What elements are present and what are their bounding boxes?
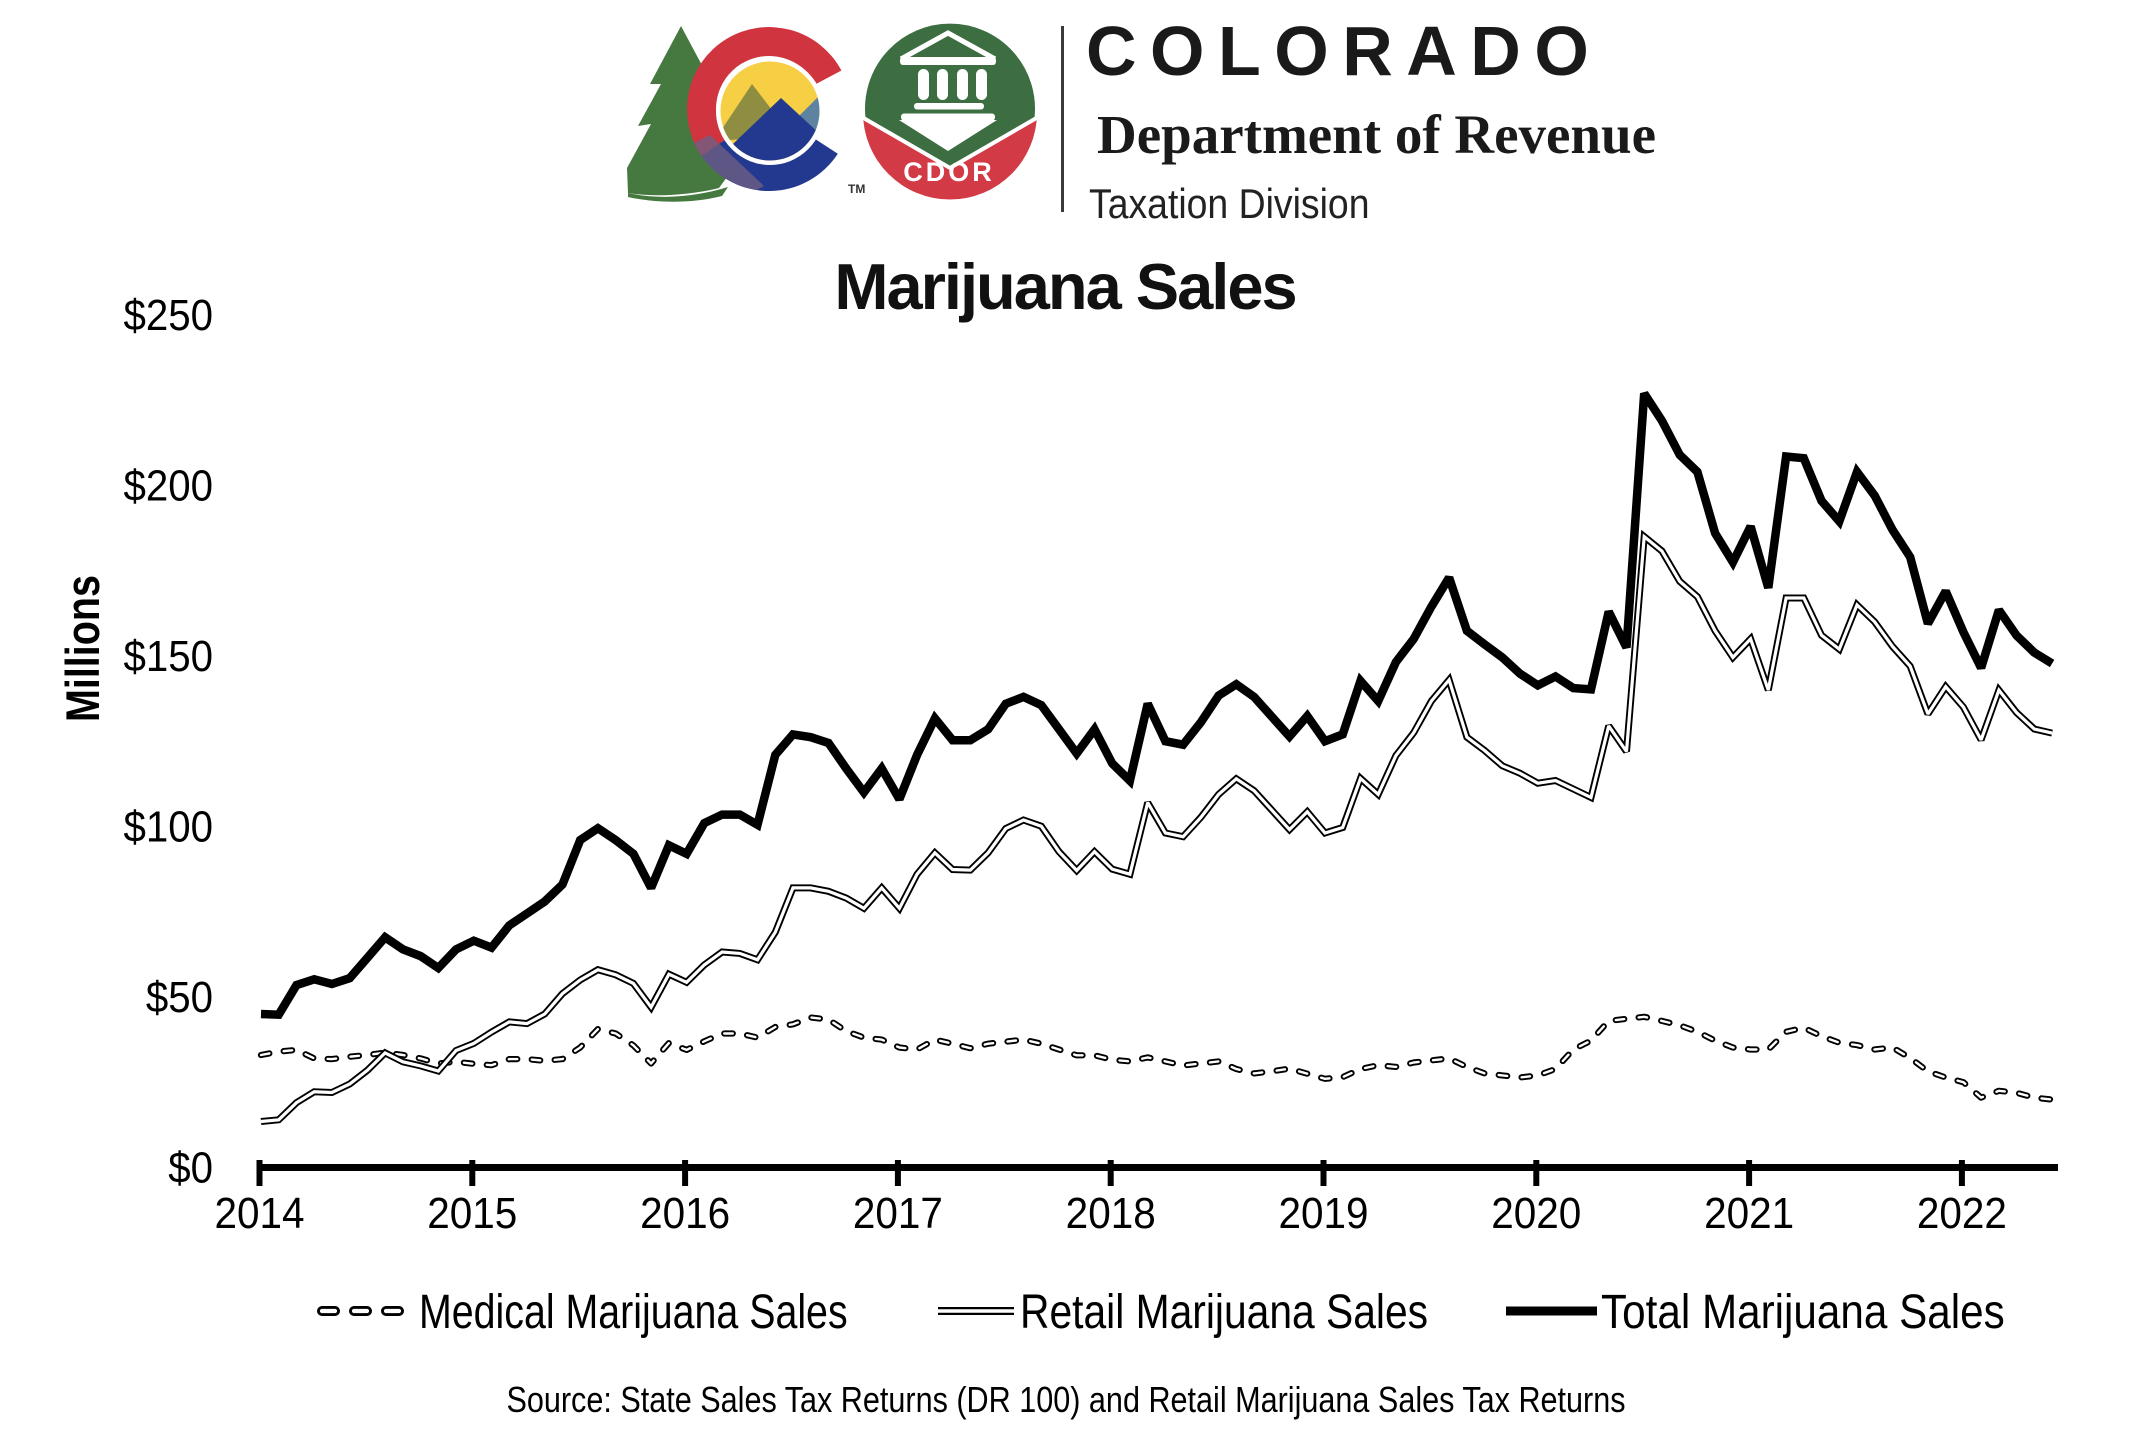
svg-text:TM: TM (848, 182, 865, 196)
svg-text:2014: 2014 (214, 1188, 304, 1237)
svg-text:2015: 2015 (427, 1188, 517, 1237)
svg-text:$200: $200 (123, 461, 213, 510)
svg-text:Source: State Sales Tax Return: Source: State Sales Tax Returns (DR 100)… (506, 1381, 1625, 1421)
svg-text:2017: 2017 (853, 1188, 943, 1237)
svg-text:CDOR: CDOR (903, 157, 995, 187)
svg-text:2018: 2018 (1066, 1188, 1156, 1237)
svg-text:Medical Marijuana Sales: Medical Marijuana Sales (419, 1285, 848, 1339)
svg-text:Retail Marijuana Sales: Retail Marijuana Sales (1020, 1286, 1428, 1339)
svg-text:2020: 2020 (1491, 1188, 1581, 1237)
svg-text:2021: 2021 (1704, 1188, 1794, 1237)
svg-text:Millions: Millions (58, 575, 110, 722)
svg-text:2016: 2016 (640, 1188, 730, 1237)
svg-text:$0: $0 (168, 1143, 213, 1192)
svg-text:2022: 2022 (1917, 1188, 2007, 1237)
svg-text:$50: $50 (146, 972, 213, 1021)
svg-text:$150: $150 (123, 631, 213, 680)
svg-text:$250: $250 (123, 290, 213, 339)
svg-text:2019: 2019 (1278, 1188, 1368, 1237)
svg-text:Total Marijuana Sales: Total Marijuana Sales (1601, 1284, 2005, 1338)
svg-text:$100: $100 (123, 802, 213, 851)
